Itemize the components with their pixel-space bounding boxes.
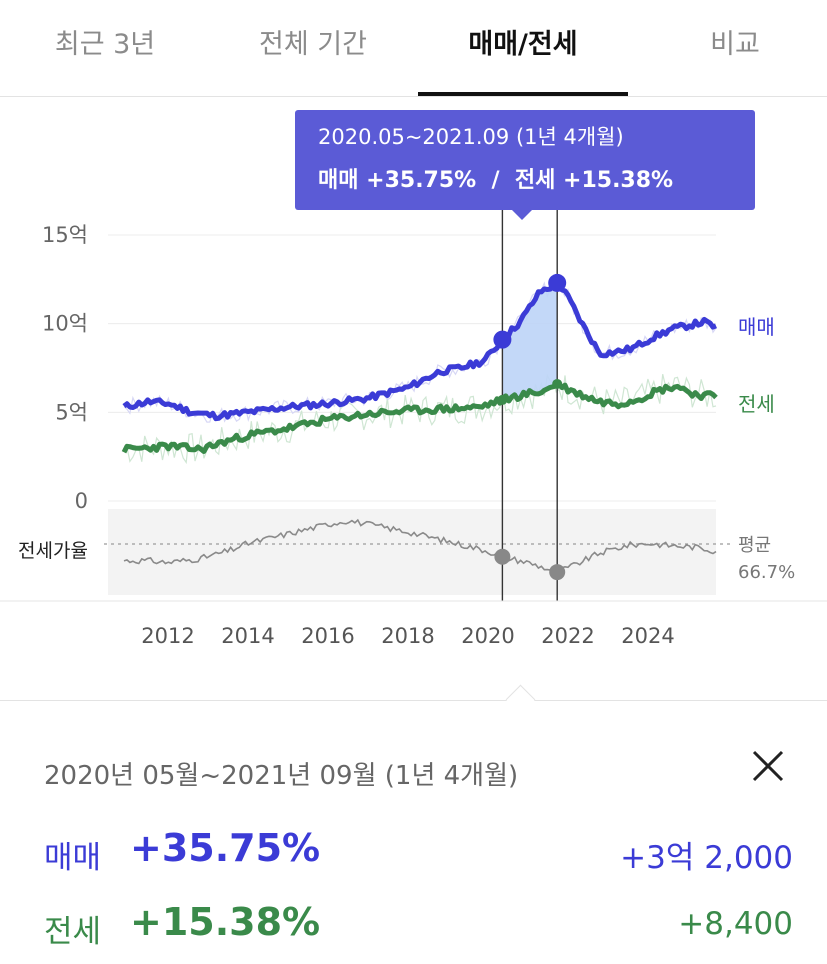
active-tab-underline (418, 92, 628, 96)
tab-recent-3y[interactable]: 최근 3년 (20, 22, 190, 96)
jeonse-start-point (497, 394, 508, 405)
grid-lines (108, 234, 716, 502)
y-axis-labels: 15억 10억 5억 0 (42, 223, 88, 513)
x-tick-label: 2016 (301, 624, 354, 648)
x-tick-label: 2020 (461, 624, 514, 648)
series-line-sale (122, 280, 717, 422)
tab-sale-jeonse[interactable]: 매매/전세 (418, 22, 628, 96)
jeonse-fluctuation (123, 373, 717, 465)
panel-period: 2020년 05월~2021년 09월 (1년 4개월) (44, 761, 519, 791)
tooltip-changes: 매매 +35.75% / 전세 +15.38% (318, 168, 673, 193)
panel-pointer (505, 684, 536, 715)
x-tick-label: 2012 (141, 624, 194, 648)
tab-label: 전체 기간 (259, 29, 367, 60)
tab-all-period[interactable]: 전체 기간 (228, 22, 398, 96)
series-line-ratio (123, 518, 717, 574)
x-tick-label: 2022 (541, 624, 594, 648)
jeonse-row-label: 전세 (44, 914, 102, 950)
series-label-sale: 매매 (738, 315, 775, 339)
sale-row-amount: +3억 2,000 (620, 840, 793, 876)
sale-row-label: 매매 (44, 840, 102, 876)
y-tick-label: 5억 (55, 400, 88, 424)
fluctuation-bands (123, 281, 717, 465)
close-button[interactable] (748, 746, 788, 786)
tab-bar: 최근 3년 전체 기간 매매/전세 비교 (0, 0, 827, 97)
series-line-jeonse (121, 381, 718, 454)
y-tick-label: 0 (75, 489, 88, 513)
close-icon (752, 750, 784, 782)
jeonse-row-amount: +8,400 (678, 906, 793, 942)
sale-end-point (548, 273, 567, 292)
jeonse-row-percent: +15.38% (130, 900, 321, 944)
ratio-start-point (494, 548, 511, 565)
sale-row-percent: +35.75% (130, 826, 321, 870)
series-label-jeonse: 전세 (738, 392, 775, 416)
tab-compare[interactable]: 비교 (680, 22, 790, 96)
panel-divider (0, 700, 827, 701)
ratio-label: 전세가율 (18, 540, 88, 562)
tooltip-box (295, 110, 755, 210)
tab-label: 매매/전세 (468, 29, 578, 60)
ratio-end-point (549, 564, 566, 581)
x-tick-label: 2024 (621, 624, 674, 648)
jeonse-end-point (552, 378, 563, 389)
y-tick-label: 15억 (42, 223, 88, 247)
x-tick-label: 2018 (381, 624, 434, 648)
tooltip-arrow (512, 210, 532, 220)
x-tick-label: 2014 (221, 624, 274, 648)
range-tooltip: 2020.05~2021.09 (1년 4개월) 매매 +35.75% / 전세… (295, 110, 755, 220)
tab-label: 최근 3년 (54, 29, 156, 60)
ratio-average-value: 66.7% (738, 562, 795, 583)
ratio-band-background (108, 509, 716, 595)
y-tick-label: 10억 (42, 312, 88, 336)
sale-start-point (493, 330, 512, 349)
highlight-area (502, 282, 558, 400)
tab-label: 비교 (710, 29, 760, 60)
price-chart[interactable]: 15억 10억 5억 0 2012 2014 2016 2018 2020 2022 2024 매… (0, 97, 827, 687)
tooltip-period: 2020.05~2021.09 (1년 4개월) (318, 125, 624, 149)
ratio-average-label: 평균 (738, 535, 771, 556)
x-axis-labels: 2012 2014 2016 2018 2020 2022 2024 (141, 624, 674, 648)
